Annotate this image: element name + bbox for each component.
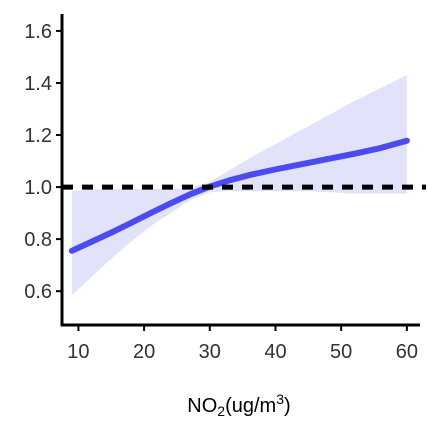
x-axis-title: NO2(ug/m3)	[187, 391, 290, 418]
y-tick-label: 1.0	[24, 177, 52, 199]
series-line	[68, 137, 410, 254]
x-tick-label: 40	[264, 341, 286, 363]
x-tick-label: 50	[330, 341, 352, 363]
x-axis-title-end: )	[284, 395, 291, 417]
axes-layer	[60, 14, 420, 327]
x-axis-title-superscript: 3	[276, 391, 284, 407]
confidence-band	[71, 75, 407, 296]
ticks-layer: 0.6 0.8 1.0 1.2 1.4 1.6 10 20 30 40 50 60	[24, 21, 418, 363]
confidence-band-layer	[71, 75, 407, 296]
y-tick-label: 1.6	[24, 21, 52, 43]
x-tick-label: 60	[396, 341, 418, 363]
y-tick-label: 0.6	[24, 281, 52, 303]
y-tick-label: 0.8	[24, 229, 52, 251]
x-tick-label: 30	[199, 341, 221, 363]
x-tick-label: 10	[67, 341, 89, 363]
x-axis-title-unit: (ug/m	[225, 395, 276, 417]
x-axis-title-base: NO	[187, 395, 217, 417]
x-tick-label: 20	[133, 341, 155, 363]
y-tick-label: 1.2	[24, 125, 52, 147]
x-axis-title-subscript: 2	[217, 403, 225, 418]
series-line-layer	[68, 137, 410, 254]
y-tick-label: 1.4	[24, 73, 52, 95]
